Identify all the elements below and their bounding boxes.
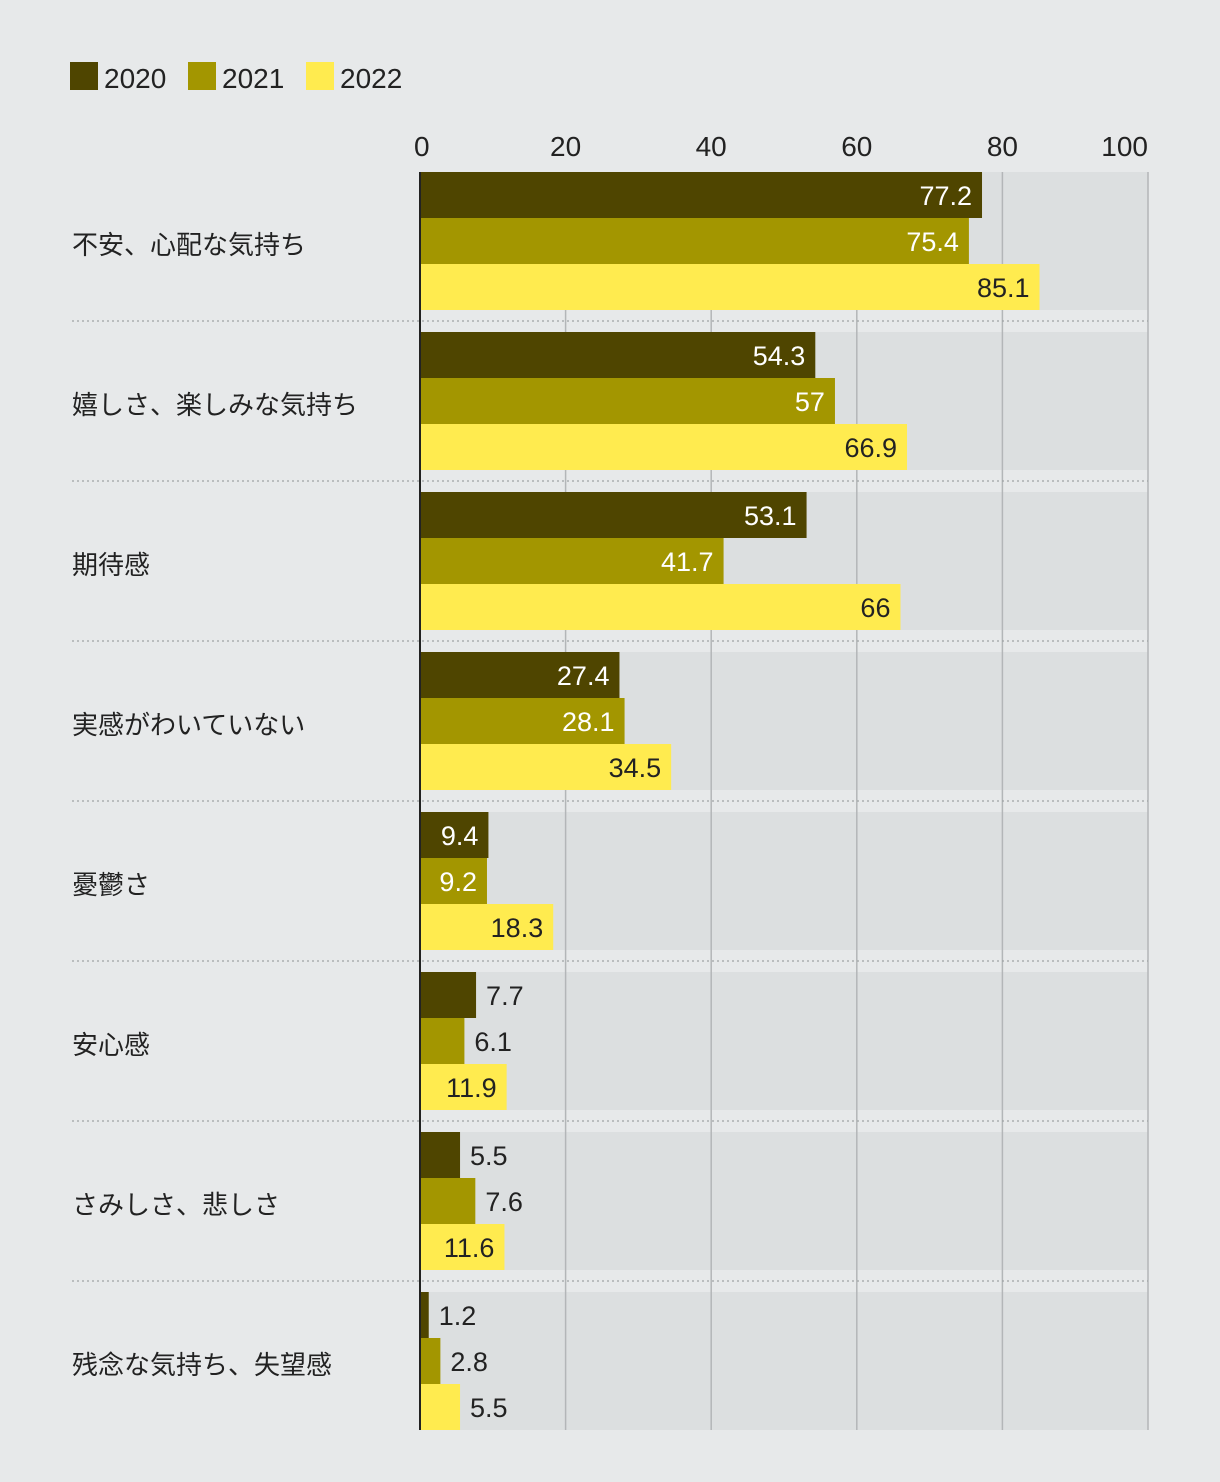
- category-label: 残念な気持ち、失望感: [72, 1351, 332, 1381]
- value-label: 54.3: [753, 341, 806, 371]
- value-label: 34.5: [609, 753, 662, 783]
- category-label: 不安、心配な気持ち: [72, 231, 306, 261]
- value-label: 2.8: [450, 1347, 488, 1377]
- band-background: [420, 1292, 1148, 1430]
- bar-2022: [420, 264, 1040, 310]
- bar-2021: [420, 1338, 441, 1384]
- value-label: 66.9: [844, 433, 897, 463]
- x-tick-labels: 0 20 40 60 80 100: [414, 131, 1148, 162]
- bar-2020: [420, 1132, 461, 1178]
- value-label: 57: [795, 387, 825, 417]
- x-tick-label: 80: [987, 131, 1018, 162]
- bar-2021: [420, 538, 724, 584]
- category-label: 憂鬱さ: [72, 871, 150, 901]
- bar-2020: [420, 812, 489, 858]
- value-label: 75.4: [906, 227, 959, 257]
- bar-2021: [420, 858, 487, 904]
- legend: 2020 2021 2022: [70, 62, 402, 94]
- value-label: 28.1: [562, 707, 615, 737]
- bar-2022: [420, 1384, 461, 1430]
- bars: [420, 172, 1040, 1430]
- category-separators: [72, 320, 1148, 1282]
- legend-swatch: [70, 62, 98, 90]
- legend-label: 2021: [222, 63, 284, 94]
- bar-2022: [420, 1224, 505, 1270]
- value-label: 9.4: [441, 821, 479, 851]
- bar-2022: [420, 744, 672, 790]
- bar-2022: [420, 904, 554, 950]
- x-tick-label: 20: [550, 131, 581, 162]
- bar-2020: [420, 172, 983, 218]
- bar-2020: [420, 972, 477, 1018]
- band-background: [420, 1132, 1148, 1270]
- band-backgrounds: [420, 172, 1148, 1430]
- x-tick-label: 60: [841, 131, 872, 162]
- value-label: 11.9: [446, 1073, 497, 1103]
- bar-2022: [420, 424, 908, 470]
- category-label: 安心感: [72, 1031, 150, 1061]
- value-labels: 77.2 75.4 85.1 54.3 57 66.9 53.1 41.7 66 27.4 28.1…: [439, 181, 1030, 1423]
- x-tick-label: 0: [414, 131, 430, 162]
- bar-2021: [420, 698, 625, 744]
- bar-2021: [420, 218, 969, 264]
- bar-2021: [420, 1178, 476, 1224]
- value-label: 5.5: [470, 1393, 508, 1423]
- value-label: 11.6: [444, 1233, 495, 1263]
- bar-2022: [420, 584, 901, 630]
- bar-2021: [420, 1018, 465, 1064]
- x-tick-label: 40: [696, 131, 727, 162]
- category-label: 期待感: [72, 551, 150, 581]
- category-label: さみしさ、悲しさ: [72, 1191, 280, 1221]
- value-label: 5.5: [470, 1141, 508, 1171]
- bar-2022: [420, 1064, 507, 1110]
- bar-2020: [420, 1292, 429, 1338]
- bar-2021: [420, 378, 835, 424]
- bar-2020: [420, 332, 816, 378]
- value-label: 77.2: [919, 181, 972, 211]
- value-label: 27.4: [557, 661, 610, 691]
- category-label: 嬉しさ、楽しみな気持ち: [72, 391, 358, 421]
- legend-swatch: [306, 62, 334, 90]
- value-label: 6.1: [474, 1027, 512, 1057]
- category-label: 実感がわいていない: [72, 711, 305, 741]
- value-label: 9.2: [439, 867, 477, 897]
- value-label: 53.1: [744, 501, 797, 531]
- value-label: 66: [860, 593, 890, 623]
- value-label: 41.7: [661, 547, 714, 577]
- legend-label: 2020: [104, 63, 166, 94]
- value-label: 85.1: [977, 273, 1030, 303]
- band-background: [420, 972, 1148, 1110]
- value-label: 18.3: [491, 913, 544, 943]
- x-tick-label: 100: [1101, 131, 1148, 162]
- value-label: 7.7: [486, 981, 524, 1011]
- category-labels: 不安、心配な気持ち嬉しさ、楽しみな気持ち期待感実感がわいていない憂鬱さ安心感さみ…: [72, 231, 358, 1381]
- value-label: 7.6: [485, 1187, 523, 1217]
- legend-swatch: [188, 62, 216, 90]
- bar-2020: [420, 492, 807, 538]
- bar-2020: [420, 652, 620, 698]
- value-label: 1.2: [439, 1301, 477, 1331]
- legend-label: 2022: [340, 63, 402, 94]
